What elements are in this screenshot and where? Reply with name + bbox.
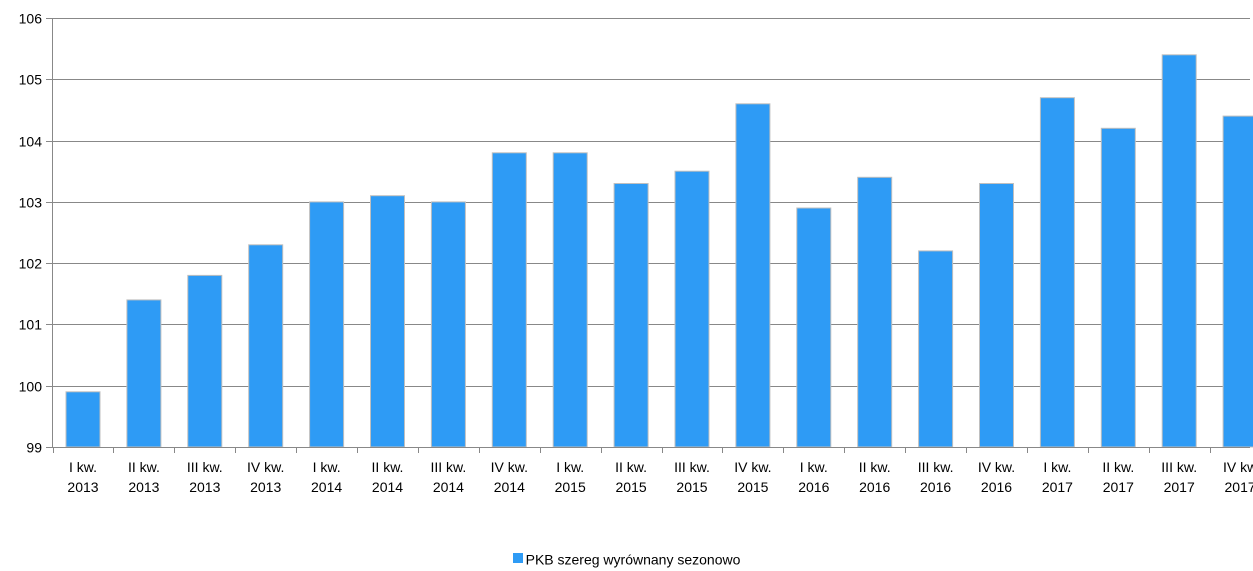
x-tick-label: 2014 bbox=[494, 479, 525, 495]
legend-label: PKB szereg wyrównany sezonowo bbox=[525, 551, 741, 568]
bar bbox=[796, 207, 832, 448]
x-tick-label: 2016 bbox=[859, 479, 890, 495]
x-tick-label: III kw. bbox=[187, 459, 223, 475]
x-tick-label: IV kw. bbox=[978, 459, 1015, 475]
x-tick-label: IV kw bbox=[1223, 459, 1253, 475]
x-tick-label: 2017 bbox=[1042, 479, 1073, 495]
y-tick-label: 102 bbox=[19, 256, 43, 272]
bar bbox=[491, 152, 527, 448]
x-tick-label: 2013 bbox=[67, 479, 98, 495]
bar bbox=[370, 195, 405, 448]
x-tick-label: 2015 bbox=[616, 479, 647, 495]
x-tick-label: 2017 bbox=[1225, 479, 1253, 495]
bar bbox=[309, 201, 345, 448]
bar bbox=[1100, 127, 1136, 448]
x-tick-label: IV kw. bbox=[247, 459, 284, 475]
x-tick-label: 2015 bbox=[676, 479, 707, 495]
x-tick-label: I kw. bbox=[1043, 459, 1071, 475]
x-tick-label: 2015 bbox=[555, 479, 586, 495]
bar bbox=[126, 299, 162, 448]
y-tick-label: 105 bbox=[19, 72, 43, 88]
x-tick-label: 2013 bbox=[189, 479, 220, 495]
legend-swatch bbox=[512, 553, 523, 564]
x-tick-label: 2013 bbox=[128, 479, 159, 495]
y-tick-label: 104 bbox=[19, 134, 43, 150]
x-tick-label: III kw. bbox=[674, 459, 710, 475]
x-tick-label: I kw. bbox=[69, 459, 97, 475]
x-tick-label: 2013 bbox=[250, 479, 281, 495]
bar bbox=[918, 250, 954, 448]
bar bbox=[430, 201, 466, 448]
bar bbox=[735, 103, 771, 448]
bar bbox=[248, 244, 284, 448]
x-tick-label: 2016 bbox=[798, 479, 829, 495]
x-tick-label: 2014 bbox=[433, 479, 464, 495]
x-tick-label: II kw. bbox=[859, 459, 891, 475]
bar bbox=[1161, 54, 1197, 448]
legend: PKB szereg wyrównany sezonowo bbox=[0, 550, 1253, 567]
x-tick-label: IV kw. bbox=[491, 459, 528, 475]
x-tick-label: III kw. bbox=[1161, 459, 1197, 475]
y-tick-label: 103 bbox=[19, 195, 43, 211]
x-tick-label: 2017 bbox=[1103, 479, 1134, 495]
x-tick-label: III kw. bbox=[918, 459, 954, 475]
x-tick-label: II kw. bbox=[615, 459, 647, 475]
bar bbox=[552, 152, 588, 448]
x-tick-label: IV kw. bbox=[734, 459, 771, 475]
x-tick-label: 2016 bbox=[920, 479, 951, 495]
bar bbox=[857, 176, 893, 448]
x-tick-label: I kw. bbox=[556, 459, 584, 475]
y-tick-label: 100 bbox=[19, 379, 43, 395]
x-tick-label: 2014 bbox=[311, 479, 342, 495]
bar bbox=[674, 170, 710, 448]
x-tick-label: 2015 bbox=[737, 479, 768, 495]
y-tick-label: 101 bbox=[19, 317, 43, 333]
bar bbox=[1039, 97, 1075, 448]
bar bbox=[979, 183, 1014, 448]
y-tick-label: 106 bbox=[19, 11, 43, 27]
x-tick-label: II kw. bbox=[372, 459, 404, 475]
y-tick-label: 99 bbox=[26, 440, 42, 456]
bar bbox=[613, 183, 649, 448]
x-tick-label: 2016 bbox=[981, 479, 1012, 495]
x-tick-label: II kw. bbox=[1102, 459, 1134, 475]
x-tick-label: I kw. bbox=[313, 459, 341, 475]
x-tick-label: II kw. bbox=[128, 459, 160, 475]
bar bbox=[187, 274, 223, 448]
x-tick-label: 2014 bbox=[372, 479, 403, 495]
bar bbox=[1222, 115, 1253, 448]
x-tick-label: I kw. bbox=[800, 459, 828, 475]
x-tick-label: 2017 bbox=[1164, 479, 1195, 495]
x-tick-label: III kw. bbox=[431, 459, 467, 475]
bar bbox=[65, 391, 101, 448]
